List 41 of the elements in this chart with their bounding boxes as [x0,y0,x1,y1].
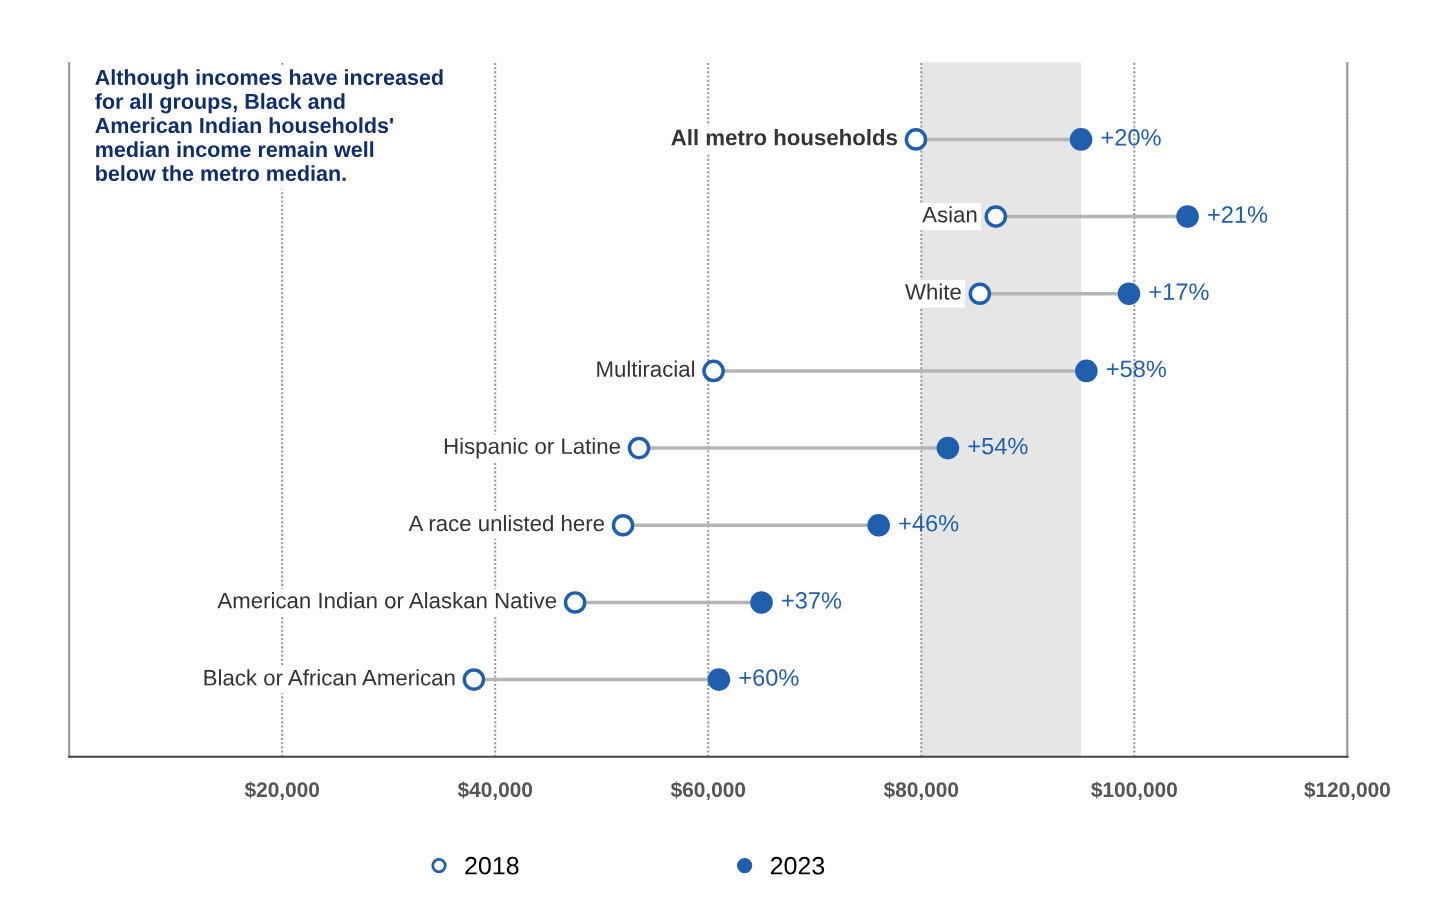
x-tick-label: $80,000 [883,781,959,801]
x-tick-label: $120,000 [1304,781,1390,801]
y-tick-label: White [905,283,961,300]
annotation: +46% [899,514,959,532]
point [904,128,928,151]
point [627,436,651,460]
point [462,668,486,691]
annotation: +60% [739,669,799,686]
annotation: +17% [1149,283,1209,300]
point [1069,128,1093,151]
annotation: +54% [968,437,1028,455]
point [563,591,587,614]
legend-label: 2023 [770,856,825,875]
point [984,205,1008,228]
annotation: +58% [1106,360,1167,378]
y-tick-label: Black or African American [204,669,455,686]
point [1117,282,1141,306]
y-tick-label: Multiracial [597,360,695,377]
x-tick-label: $100,000 [1091,781,1177,801]
point [968,282,992,306]
point [702,359,725,383]
point [867,513,890,537]
point [936,436,960,460]
point [1075,359,1098,383]
point [1176,205,1199,228]
annotation: +20% [1101,129,1161,146]
x-tick-label: $20,000 [244,781,319,801]
y-tick-label: Asian [922,206,977,223]
annotation: +21% [1208,206,1268,223]
text: Although incomes have increased for all groups, Black and American Indian households' median income remain well below the metro median. [95,69,443,182]
y-tick-label: American Indian or Alaskan Native [217,592,557,609]
x-tick-label: $40,000 [457,781,533,801]
point [750,591,773,614]
point [707,668,731,691]
legend-label: 2018 [465,856,519,875]
point [611,513,635,537]
y-tick-label: All metro households [671,129,897,146]
y-tick-label: Hispanic or Latine [444,437,620,459]
x-tick-label: $60,000 [670,781,746,801]
y-tick-label: A race unlisted here [408,514,605,532]
annotation: +37% [782,592,842,609]
